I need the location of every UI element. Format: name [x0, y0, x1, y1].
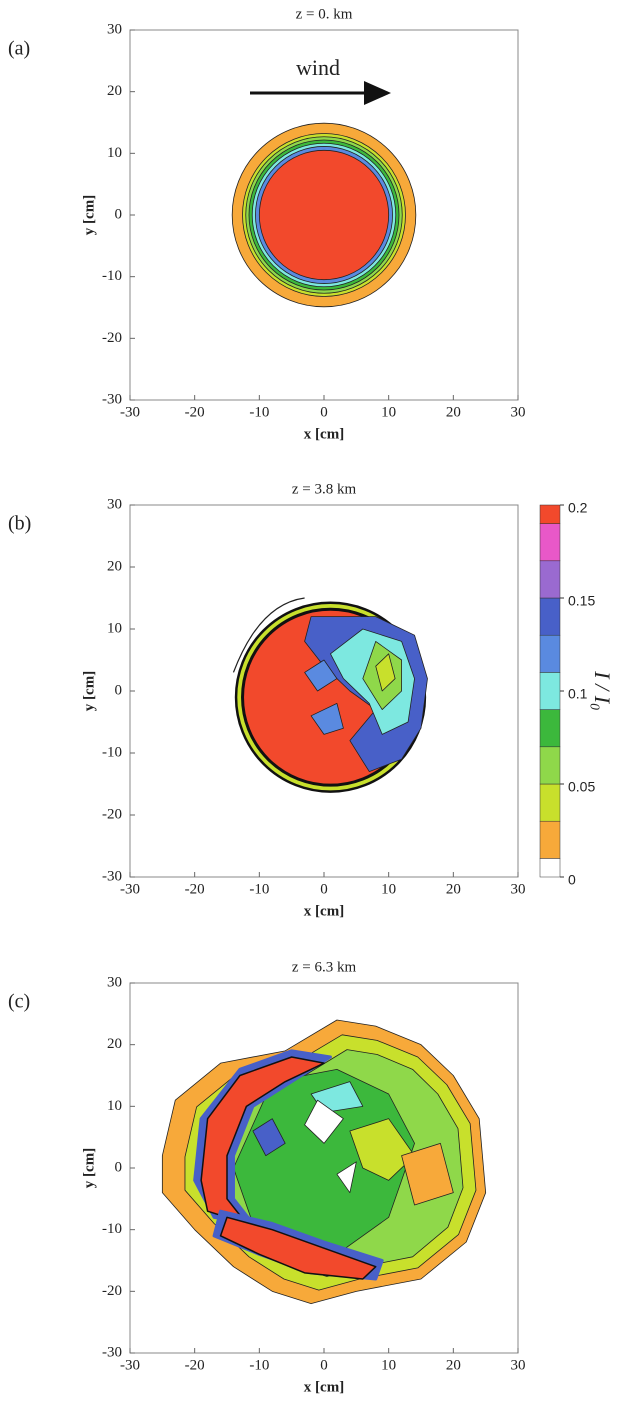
y-tick-label: 30 — [107, 21, 122, 37]
x-tick-label: 30 — [511, 881, 526, 897]
panel-label: (b) — [8, 513, 31, 535]
contour-band — [304, 1099, 344, 1144]
panel-label: (a) — [8, 38, 30, 60]
x-tick-label: 0 — [320, 881, 328, 897]
contour-band — [233, 1068, 415, 1255]
contour-band — [401, 1142, 454, 1206]
contour-band — [252, 1118, 286, 1157]
y-tick-label: -30 — [102, 1344, 122, 1360]
contour-band — [219, 1216, 377, 1280]
contour-band — [310, 703, 344, 735]
y-tick-label: 20 — [107, 558, 122, 574]
y-tick-label: -20 — [102, 330, 122, 346]
x-tick-label: 30 — [511, 1357, 526, 1373]
panel-title: z = 3.8 km — [292, 481, 357, 497]
colorbar-tick-label: 0.1 — [568, 686, 588, 702]
colorbar-band — [539, 820, 561, 859]
y-axis-label: y [cm] — [81, 671, 97, 711]
x-tick-label: 30 — [511, 404, 526, 420]
y-tick-label: 20 — [107, 83, 122, 99]
x-tick-label: -20 — [185, 1357, 205, 1373]
y-tick-label: -10 — [102, 268, 122, 284]
x-tick-label: 20 — [446, 404, 461, 420]
y-tick-label: 20 — [107, 1036, 122, 1052]
colorbar-band — [539, 597, 561, 636]
colorbar-band — [539, 672, 561, 710]
y-tick-label: 30 — [107, 974, 122, 990]
colorbar-tick-label: 0.05 — [568, 779, 595, 795]
contour-band — [349, 1118, 415, 1181]
colorbar-band — [539, 523, 561, 562]
y-tick-label: -30 — [102, 391, 122, 407]
y-tick-label: -20 — [102, 1283, 122, 1299]
x-tick-label: 20 — [446, 1357, 461, 1373]
panel-label: (c) — [8, 991, 30, 1013]
y-tick-label: 10 — [107, 620, 122, 636]
panel-title: z = 0. km — [296, 6, 353, 22]
colorbar-band — [539, 746, 561, 785]
colorbar-band — [539, 858, 561, 878]
annotation: wind — [296, 55, 340, 80]
colorbar-band — [539, 634, 561, 673]
x-tick-label: 10 — [381, 881, 396, 897]
contour-band — [336, 1161, 357, 1194]
colorbar-tick-label: 0.2 — [568, 500, 588, 516]
x-axis-label: x [cm] — [304, 426, 344, 442]
colorbar-tick-label: 0.15 — [568, 593, 595, 609]
contour-band — [258, 149, 390, 281]
y-tick-label: 0 — [115, 682, 123, 698]
x-tick-label: 20 — [446, 881, 461, 897]
colorbar-tick-label: 0 — [568, 872, 576, 888]
y-tick-label: 0 — [115, 206, 123, 222]
colorbar-label: I / I₀ — [590, 670, 615, 710]
x-tick-label: -20 — [185, 881, 205, 897]
x-tick-label: -20 — [185, 404, 205, 420]
x-tick-label: -30 — [120, 1357, 140, 1373]
y-tick-label: -10 — [102, 744, 122, 760]
colorbar-band — [539, 709, 561, 748]
x-tick-label: -10 — [249, 404, 269, 420]
colorbar-band — [539, 560, 561, 599]
x-tick-label: -30 — [120, 404, 140, 420]
y-axis-label: y [cm] — [81, 1148, 97, 1188]
x-tick-label: -10 — [249, 881, 269, 897]
colorbar-band — [539, 783, 561, 822]
colorbar-band — [539, 504, 561, 524]
contour-band — [304, 659, 338, 692]
y-tick-label: -10 — [102, 1221, 122, 1237]
y-axis-label: y [cm] — [81, 195, 97, 235]
x-tick-label: 10 — [381, 1357, 396, 1373]
y-tick-label: -30 — [102, 868, 122, 884]
x-axis-label: x [cm] — [304, 903, 344, 919]
x-tick-label: -10 — [249, 1357, 269, 1373]
y-tick-label: 30 — [107, 496, 122, 512]
x-axis-label: x [cm] — [304, 1379, 344, 1395]
y-tick-label: 10 — [107, 1098, 122, 1114]
contour-band — [375, 653, 396, 692]
panel-title: z = 6.3 km — [292, 959, 357, 975]
y-tick-label: 0 — [115, 1159, 123, 1175]
x-tick-label: -30 — [120, 881, 140, 897]
y-tick-label: 10 — [107, 145, 122, 161]
y-tick-label: -20 — [102, 806, 122, 822]
x-tick-label: 10 — [381, 404, 396, 420]
x-tick-label: 0 — [320, 1357, 328, 1373]
contour-line — [232, 597, 305, 673]
x-tick-label: 0 — [320, 404, 328, 420]
